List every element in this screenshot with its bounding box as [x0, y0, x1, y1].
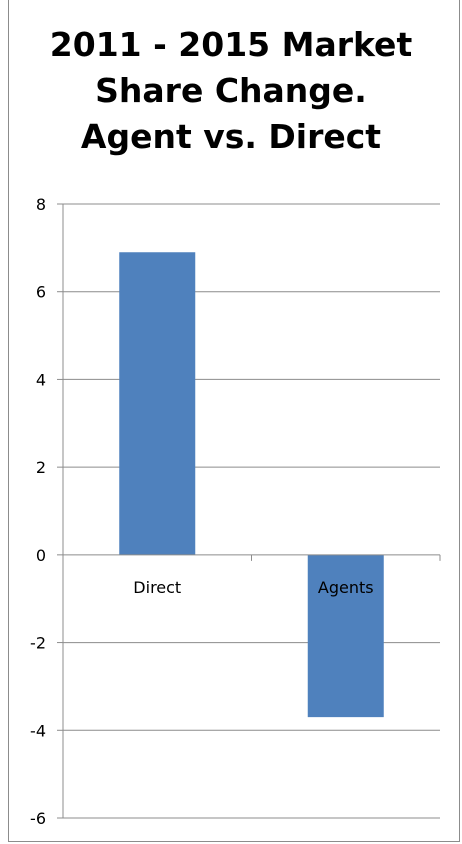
y-tick-label: 8: [36, 195, 46, 214]
bar-agents: [307, 554, 384, 718]
chart-title-line-2: Share Change.: [95, 71, 367, 110]
chart-title-line-3: Agent vs. Direct: [80, 117, 382, 156]
chart-frame: [8, 0, 460, 842]
y-tick-label: -6: [30, 809, 46, 828]
x-category-label: Direct: [133, 578, 181, 597]
bars: [119, 252, 384, 718]
bar-direct: [119, 252, 196, 555]
y-tick-label: 4: [36, 370, 46, 389]
y-tick-label: 2: [36, 458, 46, 477]
y-tick-label: 6: [36, 283, 46, 302]
chart-title-line-1: 2011 - 2015 Market: [49, 25, 413, 64]
tick-labels: 8 6 4 2 0 -2 -4 -6 Direct Agents: [30, 195, 374, 828]
axes: [57, 203, 441, 819]
y-tick-label: 0: [36, 546, 46, 565]
chart-title: 2011 - 2015 Market Share Change. Agent v…: [0, 22, 462, 160]
y-tick-label: -2: [30, 634, 46, 653]
x-category-label: Agents: [318, 578, 374, 597]
y-tick-label: -4: [30, 721, 46, 740]
